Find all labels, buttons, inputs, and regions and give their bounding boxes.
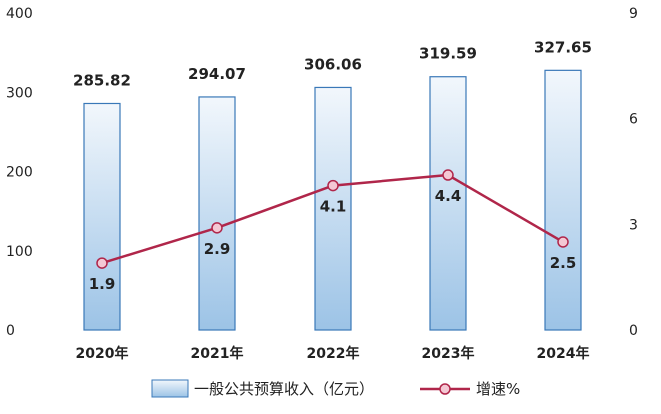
rate-marker	[557, 236, 569, 248]
left-axis-ticks: 0 100 200 300 400	[6, 6, 33, 339]
x-axis-ticks: 2020年 2021年 2022年 2023年 2024年	[76, 345, 590, 362]
rate-marker	[211, 222, 223, 234]
bar	[429, 76, 467, 331]
bar-value-label: 306.06	[304, 55, 362, 73]
rate-line-series: 1.9 2.9 4.1 4.4 2.5	[89, 169, 577, 293]
rate-value-label: 2.5	[550, 254, 577, 272]
rate-marker	[327, 179, 339, 192]
legend-bar-swatch	[151, 379, 189, 398]
left-axis-tick-label: 400	[6, 6, 33, 22]
rate-value-label: 4.4	[435, 187, 462, 205]
legend-line-marker	[439, 383, 451, 395]
bar	[544, 69, 582, 331]
bar-value-label: 327.65	[534, 38, 592, 56]
left-axis-tick-label: 200	[6, 165, 33, 181]
x-axis-tick-label: 2020年	[76, 345, 129, 362]
bar-series	[83, 69, 582, 331]
legend-line-label: 增速%	[476, 380, 520, 398]
rate-value-label: 2.9	[204, 240, 231, 258]
x-axis-tick-label: 2024年	[537, 345, 590, 362]
bar-value-label: 319.59	[419, 45, 477, 63]
right-axis-tick-label: 3	[629, 217, 638, 233]
rate-marker	[96, 257, 108, 269]
right-axis-ticks: 0 3 6 9	[629, 6, 638, 339]
x-axis-tick-label: 2022年	[307, 345, 360, 362]
rate-value-label: 1.9	[89, 275, 116, 293]
rate-value-label: 4.1	[320, 198, 347, 216]
left-axis-tick-label: 100	[6, 244, 33, 260]
bar	[198, 96, 236, 331]
rate-marker	[442, 169, 454, 181]
right-axis-tick-label: 0	[629, 323, 638, 339]
x-axis-tick-label: 2023年	[422, 345, 475, 362]
bar-value-label: 285.82	[73, 71, 131, 89]
x-axis-tick-label: 2021年	[191, 345, 244, 362]
legend: 一般公共预算收入（亿元） 增速%	[151, 379, 520, 398]
left-axis-tick-label: 300	[6, 85, 33, 101]
bar	[83, 102, 121, 331]
bar-value-labels: 285.82 294.07 306.06 319.59 327.65	[73, 38, 592, 89]
bar	[314, 86, 352, 331]
right-axis-tick-label: 6	[629, 112, 638, 128]
bar-value-label: 294.07	[188, 65, 246, 83]
legend-bar-label: 一般公共预算收入（亿元）	[194, 380, 374, 398]
left-axis-tick-label: 0	[6, 323, 15, 339]
right-axis-tick-label: 9	[629, 6, 638, 22]
